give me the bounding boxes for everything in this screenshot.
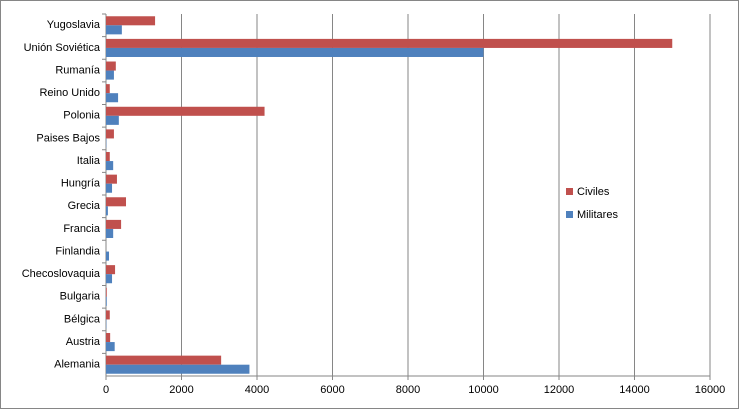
y-tick-label: Hungría	[61, 178, 101, 190]
bar	[106, 310, 110, 319]
x-tick-label: 2000	[169, 384, 193, 396]
bar	[106, 333, 110, 342]
x-tick-label: 14000	[619, 384, 650, 396]
y-tick-label: Francia	[63, 223, 101, 235]
x-tick-label: 6000	[320, 384, 344, 396]
y-tick-label: Paises Bajos	[36, 132, 100, 144]
bar	[106, 365, 249, 374]
y-tick-label: Bulgaria	[60, 291, 101, 303]
bar	[106, 288, 107, 297]
bar	[106, 25, 122, 34]
legend-swatch	[566, 211, 573, 218]
bar	[106, 197, 126, 206]
y-tick-label: Polonia	[63, 110, 101, 122]
y-tick-label: Checoslovaquia	[22, 268, 101, 280]
legend-swatch	[566, 188, 573, 195]
legend-label: Militares	[577, 209, 618, 221]
bar	[106, 62, 116, 71]
bar	[106, 206, 108, 215]
bar	[106, 16, 155, 25]
y-tick-label: Bélgica	[64, 313, 101, 325]
bar	[106, 342, 115, 351]
y-tick-label: Rumanía	[55, 64, 101, 76]
y-tick-label: Grecia	[68, 200, 101, 212]
y-tick-label: Yugoslavia	[47, 19, 101, 31]
bar	[106, 356, 221, 365]
bar	[106, 220, 121, 229]
bar	[106, 161, 113, 170]
x-tick-label: 10000	[468, 384, 499, 396]
bar	[106, 274, 112, 283]
bar	[106, 71, 114, 80]
bar	[106, 252, 109, 261]
x-tick-label: 0	[103, 384, 109, 396]
bar	[106, 229, 113, 238]
bar	[106, 116, 119, 125]
legend-label: Civiles	[577, 186, 610, 198]
bar	[106, 107, 265, 116]
x-tick-label: 12000	[544, 384, 575, 396]
bar	[106, 184, 112, 193]
y-tick-label: Alemania	[54, 359, 101, 371]
bar	[106, 129, 114, 138]
y-tick-label: Unión Soviética	[24, 42, 101, 54]
bar	[106, 48, 484, 57]
bar	[106, 175, 117, 184]
x-tick-label: 16000	[695, 384, 726, 396]
bar	[106, 265, 115, 274]
y-tick-label: Reino Unido	[39, 87, 100, 99]
x-tick-label: 4000	[245, 384, 269, 396]
y-tick-label: Finlandia	[55, 245, 101, 257]
y-tick-label: Austria	[66, 336, 101, 348]
x-tick-label: 8000	[396, 384, 420, 396]
bar	[106, 152, 110, 161]
bar	[106, 297, 107, 306]
bar	[106, 39, 672, 48]
bar	[106, 84, 110, 93]
bar	[106, 93, 118, 102]
y-tick-label: Italia	[77, 155, 101, 167]
